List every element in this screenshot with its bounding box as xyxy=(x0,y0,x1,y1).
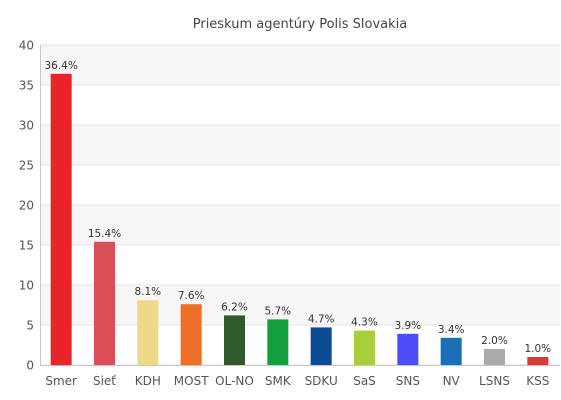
y-tick-label: 35 xyxy=(19,79,34,93)
bar-sie- xyxy=(94,241,115,365)
bar-kdh xyxy=(137,300,159,365)
plot-band xyxy=(40,165,560,205)
bar-lsns xyxy=(484,349,505,365)
y-axis: 0 5 10 15 20 25 30 35 40 xyxy=(19,39,41,373)
bars xyxy=(50,73,549,366)
data-label: 7.6% xyxy=(178,290,205,302)
x-tick-label: MOST xyxy=(174,374,209,388)
bar-most xyxy=(180,304,202,365)
y-tick-label: 40 xyxy=(19,39,34,53)
x-axis: Smer Sieť KDH MOST OL-NO SMK SDKU SaS SNS NV LSNS K… xyxy=(40,365,560,388)
bar-smk xyxy=(267,319,289,365)
data-label: 3.4% xyxy=(438,324,465,336)
plot-band xyxy=(40,125,560,165)
y-tick-label: 10 xyxy=(19,279,34,293)
y-tick-label: 25 xyxy=(19,159,34,173)
data-label: 36.4% xyxy=(44,60,77,72)
y-tick-label: 0 xyxy=(26,359,34,373)
data-labels: 36.4% 15.4% 8.1% 7.6% 6.2% 5.7% 4.7% 4.3% 3.9% 3.… xyxy=(44,60,551,355)
plot-background xyxy=(40,45,560,365)
bar-smer xyxy=(50,73,72,366)
bar-sns xyxy=(397,333,419,365)
plot-band xyxy=(40,325,560,365)
data-label: 1.0% xyxy=(524,343,551,355)
plot-band xyxy=(40,245,560,285)
bar-kss xyxy=(527,357,549,365)
bar-sas xyxy=(354,330,375,365)
plot-band xyxy=(40,285,560,325)
x-tick-label: Sieť xyxy=(93,374,116,388)
y-tick-label: 30 xyxy=(19,119,34,133)
y-tick-label: 5 xyxy=(26,319,34,333)
x-tick-label: KSS xyxy=(526,374,549,388)
plot-band xyxy=(40,85,560,125)
data-label: 4.7% xyxy=(308,313,335,325)
data-label: 6.2% xyxy=(221,301,248,313)
x-tick-label: NV xyxy=(443,374,461,388)
plot-band xyxy=(40,45,560,85)
x-tick-label: SNS xyxy=(396,374,420,388)
x-tick-label: OL-NO xyxy=(215,374,254,388)
bar-ol-no xyxy=(224,315,245,365)
x-tick-label: SMK xyxy=(265,374,292,388)
bar-sdku xyxy=(310,327,332,365)
x-tick-label: KDH xyxy=(135,374,161,388)
data-label: 8.1% xyxy=(134,286,161,298)
y-tick-label: 15 xyxy=(19,239,34,253)
data-label: 2.0% xyxy=(481,335,508,347)
bar-nv xyxy=(440,337,462,365)
x-tick-label: SaS xyxy=(353,374,376,388)
chart-title: Prieskum agentúry Polis Slovakia xyxy=(192,17,408,32)
x-tick-label: SDKU xyxy=(305,374,338,388)
y-tick-label: 20 xyxy=(19,199,34,213)
data-label: 15.4% xyxy=(88,228,121,240)
x-tick-label: Smer xyxy=(45,374,77,388)
data-label: 5.7% xyxy=(264,305,291,317)
plot-band xyxy=(40,205,560,245)
x-tick-label: LSNS xyxy=(479,374,510,388)
data-label: 4.3% xyxy=(351,317,378,329)
data-label: 3.9% xyxy=(394,320,421,332)
